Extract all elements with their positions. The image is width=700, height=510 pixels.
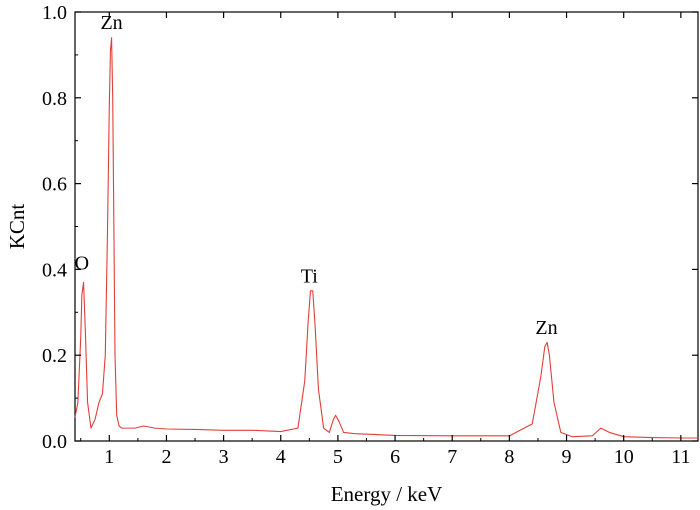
x-tick-label: 7	[447, 446, 457, 468]
y-tick-label: 1.0	[42, 2, 67, 24]
peak-annotations: O Zn Ti Zn	[75, 12, 558, 339]
x-tick-label: 2	[161, 446, 171, 468]
x-tick-label: 5	[333, 446, 343, 468]
y-axis-title: KCnt	[5, 204, 29, 250]
y-tick-label: 0.6	[42, 174, 67, 196]
x-tick-label: 8	[504, 446, 514, 468]
x-tick-label: 1	[104, 446, 114, 468]
x-tick-label: 3	[219, 446, 229, 468]
peak-label: Ti	[301, 265, 319, 287]
x-tick-label: 4	[276, 446, 286, 468]
y-tick-label: 0.2	[42, 345, 67, 367]
x-axis: 1 2 3 4 5 6 7 8 9 10 11	[80, 12, 690, 468]
y-tick-label: 0.4	[42, 259, 67, 281]
plot-area	[74, 11, 699, 442]
x-tick-label: 11	[671, 446, 690, 468]
peak-label: O	[75, 252, 89, 274]
y-tick-label: 0.0	[42, 431, 67, 453]
y-tick-label: 0.8	[42, 88, 67, 110]
x-tick-label: 9	[562, 446, 572, 468]
y-axis: 0.0 0.2 0.4 0.6 0.8 1.0	[42, 2, 698, 453]
peak-label: Zn	[100, 12, 122, 34]
peak-label: Zn	[535, 317, 557, 339]
spectrum-line-0	[74, 37, 698, 439]
x-axis-title: Energy / keV	[331, 482, 443, 506]
x-tick-label: 10	[614, 446, 634, 468]
x-tick-label: 6	[390, 446, 400, 468]
plot-frame	[74, 11, 699, 442]
